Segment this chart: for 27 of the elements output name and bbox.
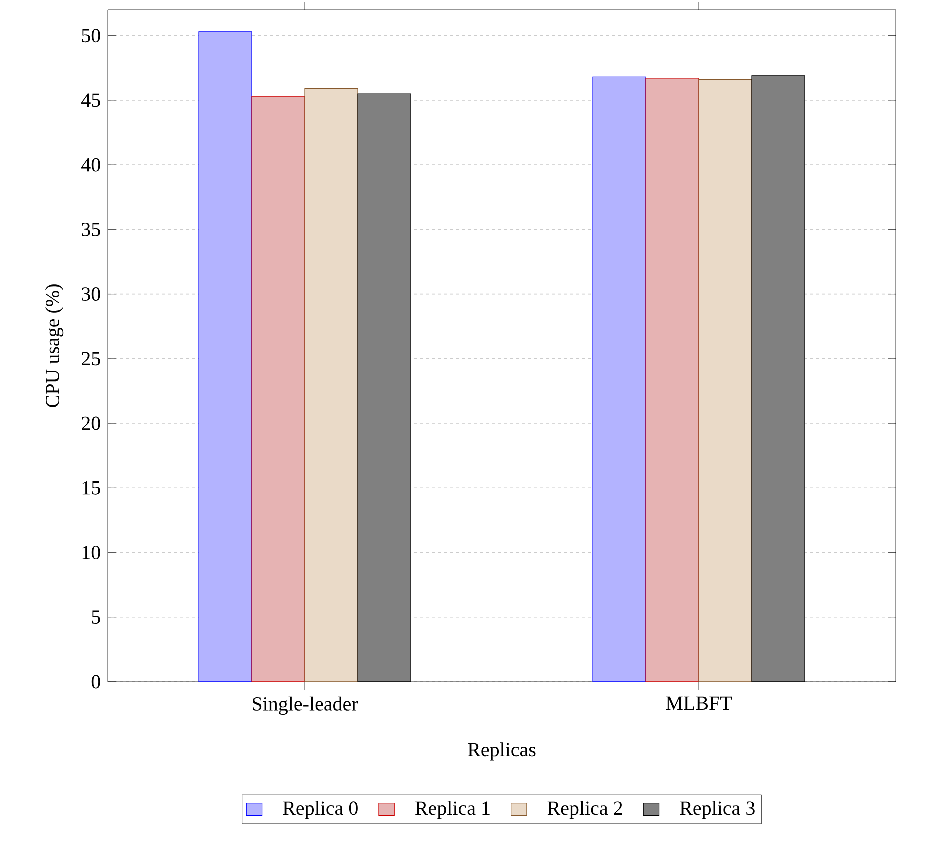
bar bbox=[304, 88, 358, 682]
y-tick-label: 35 bbox=[82, 222, 100, 236]
legend-label: Replica 2 bbox=[548, 801, 622, 820]
y-tick-label: 50 bbox=[82, 29, 100, 43]
y-tick-label: 0 bbox=[92, 675, 100, 689]
x-axis-title: Replicas bbox=[468, 742, 536, 761]
x-tick-label: MLBFT bbox=[666, 696, 732, 710]
y-tick-label: 45 bbox=[82, 94, 100, 108]
y-tick-label: 25 bbox=[82, 352, 100, 366]
bar bbox=[198, 32, 252, 682]
legend-label: Replica 1 bbox=[415, 801, 490, 820]
bar bbox=[752, 76, 806, 682]
legend-label: Replica 3 bbox=[680, 801, 755, 820]
y-tick-label: 5 bbox=[92, 610, 100, 624]
y-tick-label: 30 bbox=[82, 288, 100, 302]
bar bbox=[698, 79, 752, 682]
bar bbox=[592, 76, 646, 682]
y-tick-label: 15 bbox=[82, 481, 100, 495]
x-tick-label: Single-leader bbox=[253, 696, 358, 716]
bar bbox=[358, 94, 412, 682]
y-axis-title: CPU usage (%) bbox=[45, 284, 64, 408]
y-tick-label: 10 bbox=[82, 546, 100, 560]
bar bbox=[646, 78, 700, 682]
legend-label: Replica 0 bbox=[283, 801, 358, 820]
bar bbox=[252, 96, 306, 682]
y-tick-label: 20 bbox=[82, 416, 100, 430]
y-tick-label: 40 bbox=[82, 158, 100, 172]
